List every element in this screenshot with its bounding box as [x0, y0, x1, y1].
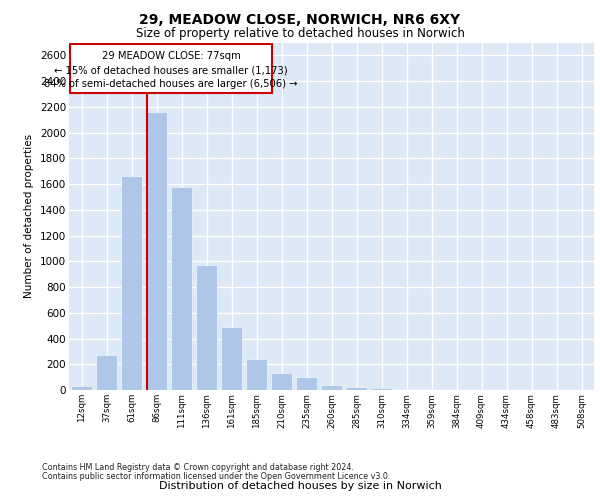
Bar: [196, 264, 217, 390]
Bar: [296, 377, 317, 390]
Y-axis label: Number of detached properties: Number of detached properties: [25, 134, 34, 298]
FancyBboxPatch shape: [70, 44, 271, 92]
Text: ← 15% of detached houses are smaller (1,173): ← 15% of detached houses are smaller (1,…: [54, 65, 287, 75]
Text: Contains HM Land Registry data © Crown copyright and database right 2024.: Contains HM Land Registry data © Crown c…: [42, 464, 354, 472]
Bar: [221, 327, 242, 390]
Bar: [121, 176, 142, 390]
Bar: [96, 355, 117, 390]
Bar: [146, 112, 167, 390]
Text: Distribution of detached houses by size in Norwich: Distribution of detached houses by size …: [158, 481, 442, 491]
Bar: [321, 385, 342, 390]
Bar: [246, 359, 267, 390]
Bar: [171, 186, 192, 390]
Text: Size of property relative to detached houses in Norwich: Size of property relative to detached ho…: [136, 28, 464, 40]
Bar: [371, 388, 392, 390]
Text: Contains public sector information licensed under the Open Government Licence v3: Contains public sector information licen…: [42, 472, 391, 481]
Text: 29 MEADOW CLOSE: 77sqm: 29 MEADOW CLOSE: 77sqm: [101, 51, 240, 61]
Text: 84% of semi-detached houses are larger (6,506) →: 84% of semi-detached houses are larger (…: [44, 79, 298, 89]
Bar: [346, 388, 367, 390]
Bar: [271, 374, 292, 390]
Text: 29, MEADOW CLOSE, NORWICH, NR6 6XY: 29, MEADOW CLOSE, NORWICH, NR6 6XY: [139, 12, 461, 26]
Bar: [71, 386, 92, 390]
